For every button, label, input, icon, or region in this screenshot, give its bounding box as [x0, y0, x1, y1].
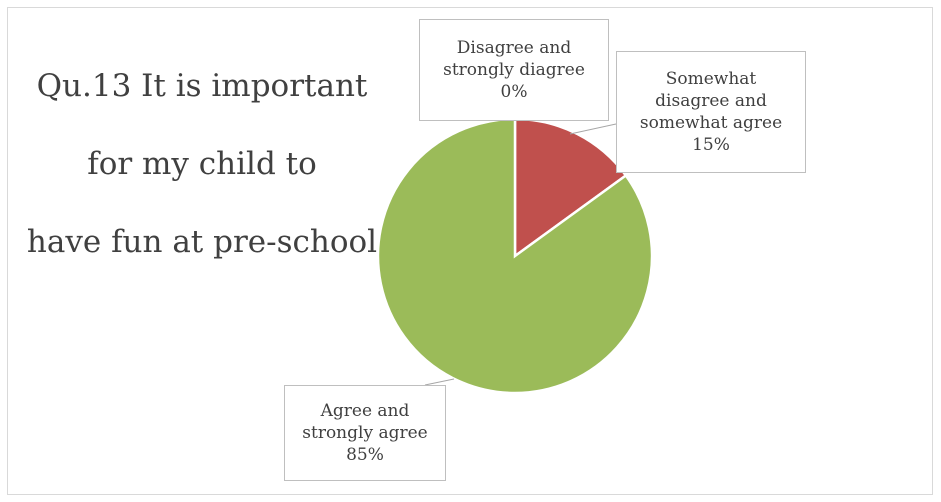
- data-label-text: Agree and: [320, 401, 410, 421]
- data-label-somewhat: Somewhat disagree and somewhat agree 15%: [616, 51, 806, 173]
- chart-title-line: Qu.13 It is important: [36, 68, 368, 104]
- leader-line: [569, 123, 617, 135]
- data-label-text: strongly diagree: [443, 60, 585, 80]
- pie-slice: [376, 117, 654, 395]
- chart-title: Qu.13 It is important for my child to ha…: [16, 28, 388, 301]
- data-label-text: Somewhat: [665, 69, 757, 89]
- data-label-percent: 0%: [500, 82, 528, 102]
- data-label-percent: 85%: [346, 445, 384, 465]
- data-label-text: Disagree and: [456, 38, 572, 58]
- data-label-percent: 15%: [692, 135, 730, 155]
- data-label-text: strongly agree: [302, 423, 428, 443]
- pie-slices: [376, 117, 654, 395]
- data-label-text: somewhat agree: [639, 113, 783, 133]
- data-label-text: disagree and: [655, 91, 767, 111]
- data-label-disagree: Disagree and strongly diagree 0%: [419, 19, 609, 121]
- chart-title-line: for my child to: [87, 146, 317, 182]
- data-label-agree: Agree and strongly agree 85%: [284, 385, 446, 481]
- chart-title-line: have fun at pre-school: [26, 224, 378, 260]
- leader-line: [424, 378, 455, 386]
